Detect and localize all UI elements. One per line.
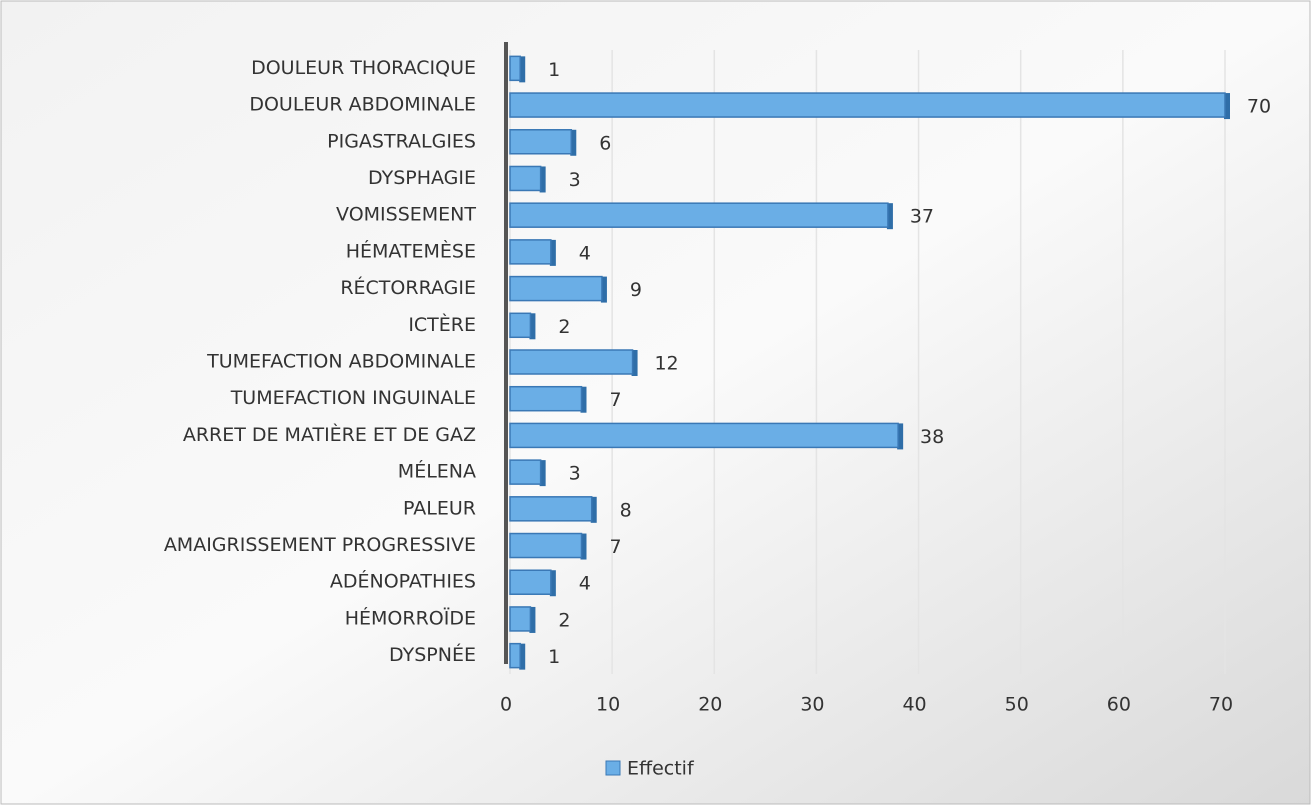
y-tick-label: ADÉNOPATHIES <box>330 570 476 593</box>
legend-swatch <box>605 760 621 776</box>
data-label: 8 <box>620 499 632 521</box>
data-label: 1 <box>548 59 560 81</box>
data-label: 4 <box>579 242 591 264</box>
bar <box>509 422 899 449</box>
y-tick-label: DYSPNÉE <box>389 643 476 666</box>
bar-side <box>529 313 536 340</box>
y-tick-label: TUMEFACTION INGUINALE <box>230 387 476 409</box>
x-tick-label: 30 <box>800 694 824 716</box>
data-label: 4 <box>579 573 591 595</box>
bar-side <box>886 203 893 230</box>
bar-side <box>1224 93 1230 120</box>
bar-side <box>529 606 536 633</box>
y-tick-label: ARRET DE MATIÈRE ET DE GAZ <box>183 423 476 446</box>
x-tick-label: 20 <box>698 694 722 716</box>
data-label: 2 <box>558 609 570 631</box>
y-tick-label: ICTÈRE <box>408 313 476 336</box>
y-tick-label: HÉMATEMÈSE <box>346 239 476 262</box>
bar <box>509 275 603 302</box>
bar-side <box>580 533 587 560</box>
x-tick-label: 40 <box>902 694 926 716</box>
y-tick-label: DYSPHAGIE <box>368 167 476 189</box>
bar-side <box>519 56 526 83</box>
bar <box>509 385 583 412</box>
bar-side <box>570 129 577 156</box>
y-tick-label: DOULEUR ABDOMINALE <box>249 94 476 116</box>
data-label: 3 <box>569 169 581 191</box>
x-tick-label: 10 <box>596 694 620 716</box>
y-tick-label: PALEUR <box>403 497 476 519</box>
y-tick-label: VOMISSEMENT <box>336 204 476 226</box>
bar <box>509 606 532 632</box>
bar-side <box>539 166 546 193</box>
data-label: 7 <box>609 536 621 558</box>
data-label: 37 <box>910 206 934 228</box>
x-tick-label: 70 <box>1209 694 1233 716</box>
legend-label: Effectif <box>627 758 695 780</box>
data-label: 2 <box>558 316 570 338</box>
bar <box>509 642 521 669</box>
data-label: 70 <box>1247 96 1271 118</box>
y-tick-label: PIGASTRALGIES <box>327 130 476 152</box>
bar <box>509 569 552 595</box>
bar <box>509 459 542 485</box>
y-tick-label: DOULEUR THORACIQUE <box>251 57 476 79</box>
data-label: 12 <box>654 353 678 375</box>
bar <box>509 532 583 559</box>
y-tick-label: MÉLENA <box>398 460 476 483</box>
bar-side <box>590 496 597 523</box>
y-tick-label: AMAIGRISSEMENT PROGRESSIVE <box>164 534 476 556</box>
y-tick-label: TUMEFACTION ABDOMINALE <box>206 351 476 373</box>
bar-side <box>539 460 546 487</box>
x-tick-label: 50 <box>1005 694 1029 716</box>
bar <box>509 129 573 155</box>
data-label: 9 <box>630 279 642 301</box>
data-label: 7 <box>609 389 621 411</box>
y-tick-label: HÉMORROÏDE <box>345 606 476 629</box>
bar <box>509 92 1226 118</box>
data-label: 3 <box>569 463 581 485</box>
data-label: 6 <box>599 132 611 154</box>
bar-side <box>549 239 556 266</box>
data-label: 1 <box>548 646 560 668</box>
bar-side <box>897 423 904 450</box>
bar <box>509 496 593 522</box>
bar <box>509 239 552 265</box>
bar-side <box>631 350 638 376</box>
bar-side <box>519 643 526 670</box>
bar <box>509 349 634 375</box>
data-label: 38 <box>920 426 944 448</box>
bar <box>509 312 532 339</box>
x-tick-label: 60 <box>1107 694 1131 716</box>
bar <box>509 55 521 82</box>
bar <box>509 165 542 192</box>
x-tick-label: 0 <box>500 694 512 716</box>
bar <box>509 202 889 228</box>
y-tick-label: RÉCTORRAGIE <box>340 276 476 299</box>
bar-side <box>600 276 607 303</box>
bar-side <box>549 570 556 597</box>
bar-side <box>580 386 587 413</box>
